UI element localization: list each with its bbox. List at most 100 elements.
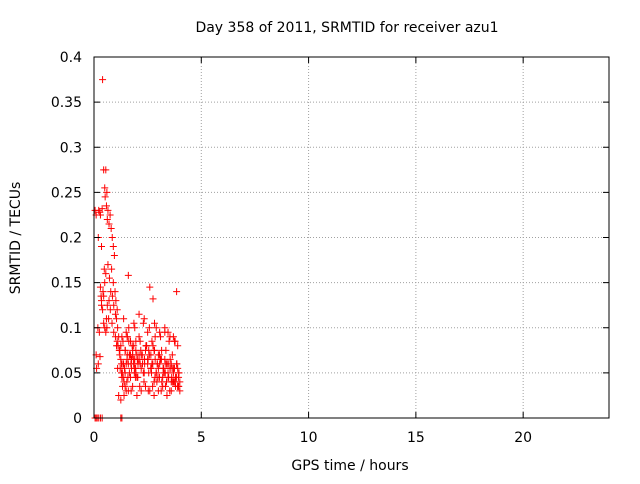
- axis-ticks: [93, 56, 609, 419]
- x-tick-label: 10: [300, 430, 318, 446]
- data-point: [133, 391, 141, 399]
- data-point: [108, 265, 116, 273]
- data-point: [154, 351, 162, 359]
- data-point: [96, 283, 104, 291]
- data-point: [113, 306, 121, 314]
- x-tick-label: 0: [90, 430, 99, 446]
- data-point: [101, 184, 109, 192]
- data-point: [94, 360, 102, 368]
- data-point: [140, 315, 148, 323]
- data-point: [173, 288, 181, 296]
- y-tick-label: 0.2: [60, 231, 82, 247]
- data-point: [114, 324, 122, 332]
- data-point: [99, 288, 107, 296]
- data-point: [142, 382, 149, 390]
- data-point: [108, 292, 116, 300]
- data-point: [100, 319, 108, 327]
- data-point: [166, 333, 174, 341]
- data-point: [125, 351, 133, 359]
- data-point: [122, 328, 130, 336]
- data-point: [152, 369, 160, 377]
- data-point: [115, 391, 123, 399]
- data-point: [117, 396, 125, 404]
- data-point: [121, 369, 129, 377]
- data-point: [100, 292, 108, 300]
- y-tick-label: 0.05: [51, 366, 82, 382]
- data-point: [147, 364, 155, 372]
- data-points: [91, 76, 184, 422]
- data-point: [162, 346, 170, 354]
- data-point: [117, 355, 125, 363]
- data-point: [148, 337, 156, 345]
- data-point: [101, 279, 109, 287]
- data-point: [123, 378, 131, 386]
- data-point: [106, 211, 114, 219]
- data-point: [140, 378, 148, 386]
- y-tick-label: 0: [73, 411, 82, 427]
- data-point: [109, 243, 117, 251]
- data-point: [105, 220, 113, 228]
- data-point: [157, 355, 165, 363]
- data-point: [151, 319, 159, 327]
- data-point: [137, 364, 145, 372]
- data-point: [170, 337, 178, 345]
- data-point: [107, 224, 115, 232]
- data-point: [144, 328, 152, 336]
- data-point: [103, 324, 111, 332]
- data-point: [102, 328, 110, 336]
- data-point: [103, 188, 111, 196]
- data-point: [99, 76, 107, 84]
- data-point: [146, 283, 154, 291]
- y-tick-label: 0.35: [51, 95, 82, 111]
- data-point: [114, 364, 122, 372]
- data-point: [150, 346, 158, 354]
- data-point: [91, 206, 99, 214]
- data-point: [145, 324, 153, 332]
- data-point: [142, 346, 149, 354]
- data-point: [104, 206, 112, 214]
- data-point: [119, 337, 127, 345]
- grid: [94, 57, 609, 418]
- data-point: [132, 346, 140, 354]
- data-point: [135, 333, 143, 341]
- data-point: [176, 387, 184, 395]
- data-point: [102, 166, 110, 174]
- data-point: [169, 378, 177, 386]
- data-point: [110, 301, 118, 309]
- data-point: [100, 265, 108, 273]
- data-point: [149, 382, 157, 390]
- data-point: [112, 297, 120, 305]
- data-point: [130, 319, 138, 327]
- data-point: [153, 360, 161, 368]
- data-point: [155, 373, 163, 381]
- data-point: [139, 319, 147, 327]
- data-point: [119, 360, 127, 368]
- data-point: [132, 337, 140, 345]
- chart-title: Day 358 of 2011, SRMTID for receiver azu…: [195, 20, 498, 36]
- data-point: [168, 351, 176, 359]
- data-point: [113, 315, 121, 323]
- data-point: [111, 310, 119, 318]
- data-point: [164, 328, 172, 336]
- data-point: [110, 252, 118, 260]
- data-point: [174, 382, 182, 390]
- data-point: [163, 360, 171, 368]
- data-point: [124, 271, 132, 279]
- data-point: [167, 387, 175, 395]
- y-axis-label: SRMTID / TECUs: [8, 182, 24, 295]
- data-point: [129, 382, 137, 390]
- data-point: [149, 342, 157, 350]
- data-point: [173, 373, 181, 381]
- data-point: [150, 378, 158, 386]
- data-point: [98, 243, 106, 251]
- data-point: [107, 288, 115, 296]
- data-point: [130, 369, 138, 377]
- data-point: [108, 234, 116, 241]
- data-point: [130, 342, 138, 350]
- x-tick-label: 15: [407, 430, 425, 446]
- data-point: [146, 387, 154, 395]
- data-point: [105, 274, 113, 282]
- data-point: [113, 342, 121, 350]
- y-tick-label: 0.15: [51, 276, 82, 292]
